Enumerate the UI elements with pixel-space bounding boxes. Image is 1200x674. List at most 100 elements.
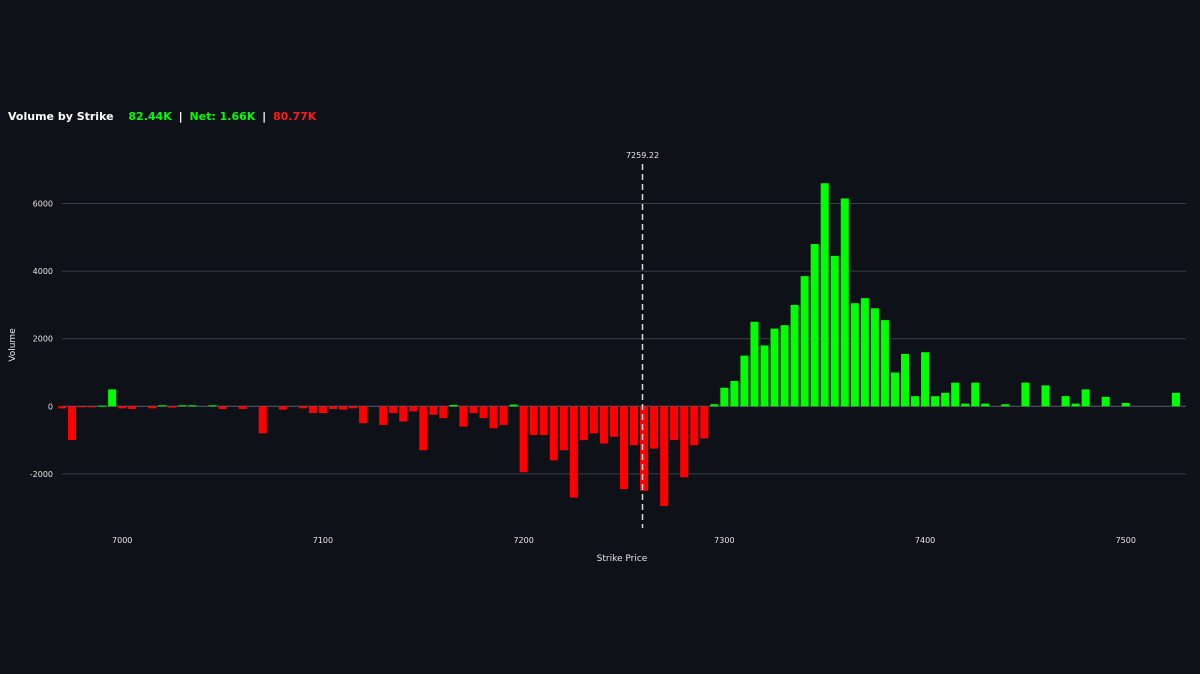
put-volume-bar — [148, 406, 157, 409]
call-volume-bar — [981, 403, 990, 407]
call-volume-bar — [770, 328, 779, 407]
call-volume-bar — [921, 352, 930, 407]
put-volume-bar — [78, 406, 87, 408]
y-tick-label: 0 — [48, 402, 53, 411]
call-volume-bar — [961, 403, 970, 407]
put-volume-bar — [57, 406, 67, 409]
x-tick-label: 7500 — [1116, 536, 1136, 545]
call-volume-bar — [890, 372, 899, 407]
call-volume-bar — [790, 304, 799, 407]
x-axis-label: Strike Price — [597, 554, 648, 564]
y-axis-label: Volume — [8, 328, 18, 362]
put-volume-bar — [479, 406, 488, 419]
put-volume-bar — [640, 406, 649, 491]
call-volume-bar — [158, 405, 167, 407]
header-separator: | — [178, 110, 183, 123]
put-volume-bar — [128, 406, 137, 410]
call-volume-bar — [860, 298, 869, 407]
put-volume-bar — [359, 406, 368, 424]
call-volume-bar — [830, 255, 839, 407]
put-volume-bar — [700, 406, 709, 439]
x-axis-ticks: 7000 7100 7200 7300 7400 7500 — [112, 536, 1136, 545]
put-volume-bar — [459, 406, 468, 427]
call-volume-bar — [780, 325, 789, 407]
put-volume-bar — [670, 406, 679, 441]
call-volume-bar — [941, 392, 950, 407]
put-volume-bar — [609, 406, 618, 437]
y-tick-label: 2000 — [33, 335, 53, 344]
call-volume-bar — [911, 396, 920, 407]
call-volume-bar — [449, 404, 458, 407]
put-volume-bar — [439, 406, 448, 419]
put-volume-bar — [469, 406, 478, 414]
call-volume-bar — [1101, 396, 1110, 407]
put-volume-bar — [298, 406, 307, 409]
call-volume-bar — [1171, 392, 1180, 407]
put-volume-total: 80.77K — [273, 110, 317, 123]
spot-marker: 7259.22 — [626, 151, 659, 528]
call-volume-bar — [800, 276, 809, 407]
put-volume-bar — [168, 406, 177, 408]
put-volume-bar — [318, 406, 327, 414]
call-volume-bar — [810, 244, 819, 407]
put-volume-bar — [549, 406, 558, 461]
put-volume-bar — [589, 406, 598, 434]
call-volume-bar — [820, 183, 829, 407]
y-axis-ticks: -2000 0 2000 4000 6000 — [30, 199, 53, 478]
put-volume-bar — [630, 406, 639, 446]
call-volume-bar — [178, 405, 187, 407]
put-volume-bar — [680, 406, 689, 478]
put-volume-bar — [379, 406, 388, 425]
put-volume-bar — [419, 406, 428, 451]
put-volume-bar — [660, 406, 669, 507]
call-volume-bar — [840, 198, 849, 407]
chart-title: Volume by Strike — [8, 110, 114, 123]
call-volume-bar — [1021, 382, 1030, 407]
call-volume-bar — [931, 396, 940, 407]
put-volume-bar — [690, 406, 699, 446]
put-volume-bar — [489, 406, 498, 429]
x-tick-label: 7100 — [313, 536, 333, 545]
call-volume-bar — [1121, 402, 1130, 407]
put-volume-bar — [218, 406, 227, 410]
y-tick-label: 4000 — [33, 267, 53, 276]
call-volume-bar — [509, 404, 518, 407]
x-tick-label: 7400 — [915, 536, 935, 545]
put-volume-bar — [539, 406, 548, 436]
put-volume-bar — [389, 406, 398, 414]
call-volume-bar — [900, 353, 910, 407]
put-volume-bar — [409, 406, 418, 412]
put-volume-bar — [88, 406, 97, 408]
x-tick-label: 7200 — [513, 536, 533, 545]
x-tick-label: 7300 — [714, 536, 734, 545]
put-volume-bar — [258, 406, 267, 434]
call-volume-bar — [1001, 404, 1010, 407]
chart-header: Volume by Strike 82.44K | Net: 1.66K | 8… — [8, 110, 316, 124]
call-volume-bar — [710, 404, 719, 407]
put-volume-bar — [68, 406, 77, 441]
call-volume-bar — [108, 389, 117, 407]
x-tick-label: 7000 — [112, 536, 132, 545]
put-volume-bar — [579, 406, 588, 441]
call-volume-bar — [720, 387, 729, 407]
y-tick-label: -2000 — [30, 470, 53, 479]
call-volume-bar — [1081, 389, 1090, 407]
put-volume-bar — [529, 406, 538, 436]
call-volume-bar — [951, 382, 960, 407]
put-volume-bar — [349, 406, 358, 409]
call-volume-bar — [1041, 385, 1050, 407]
put-volume-bar — [328, 406, 337, 410]
put-volume-bar — [308, 406, 317, 414]
put-volume-bar — [569, 406, 578, 498]
spot-price-label: 7259.22 — [626, 151, 659, 160]
call-volume-total: 82.44K — [128, 110, 172, 123]
call-volume-bar — [880, 320, 889, 407]
header-separator: | — [262, 110, 267, 123]
put-volume-bar — [399, 406, 408, 422]
call-volume-bar — [188, 405, 197, 407]
net-volume: Net: 1.66K — [189, 110, 256, 123]
call-volume-bar — [730, 380, 739, 407]
call-volume-bar — [750, 321, 759, 407]
put-volume-bar — [278, 406, 287, 410]
